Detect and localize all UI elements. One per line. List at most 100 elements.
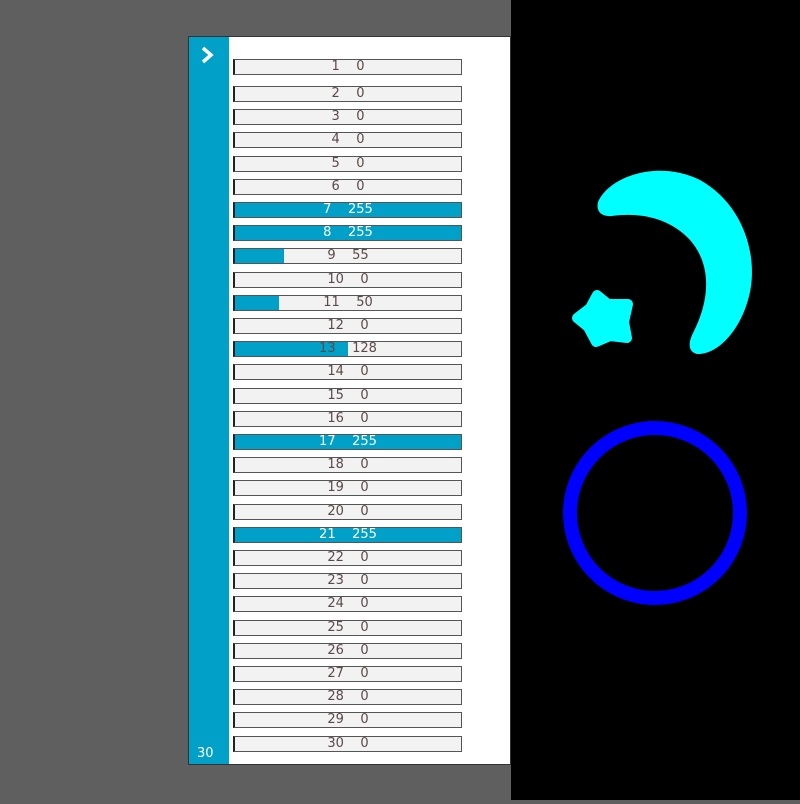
- channel-value: 0: [360, 689, 369, 705]
- channel-index: 7: [323, 202, 332, 217]
- channel-index: 21: [319, 526, 336, 542]
- channel-index: 5: [331, 155, 340, 171]
- channel-label: 4 0: [235, 133, 461, 147]
- channel-label: 15 0: [235, 388, 461, 403]
- channel-label: 14 0: [235, 365, 461, 379]
- channel-label: 12 0: [235, 319, 461, 333]
- channel-row[interactable]: 13 128: [233, 341, 462, 358]
- channel-row[interactable]: 28 0: [233, 689, 462, 706]
- channel-row[interactable]: 24 0: [233, 596, 462, 613]
- channel-value: 0: [360, 642, 369, 658]
- channel-value: 128: [352, 341, 377, 357]
- channel-label: 27 0: [235, 667, 461, 681]
- channel-label: 29 0: [235, 713, 461, 727]
- channel-label: 10 0: [235, 271, 461, 287]
- channel-row[interactable]: 18 0: [233, 457, 462, 474]
- channel-index: 1: [331, 59, 340, 74]
- channel-label: 22 0: [235, 551, 461, 565]
- row-count: 30: [197, 746, 214, 761]
- channel-row[interactable]: 7 255: [233, 202, 462, 218]
- channel-row[interactable]: 14 0: [233, 364, 462, 381]
- channel-row[interactable]: 29 0: [233, 712, 462, 729]
- channel-label: 26 0: [235, 642, 461, 658]
- channel-row[interactable]: 26 0: [233, 642, 462, 659]
- channel-index: 4: [331, 132, 340, 148]
- channel-index: 24: [327, 596, 344, 612]
- channel-row[interactable]: 8 255: [233, 225, 462, 242]
- channel-index: 22: [327, 550, 344, 565]
- channel-label: 19 0: [235, 481, 461, 495]
- channel-value: 0: [360, 550, 369, 565]
- channel-index: 30: [327, 735, 344, 751]
- channel-row[interactable]: 21 255: [233, 526, 462, 543]
- channel-row[interactable]: 10 0: [233, 271, 462, 288]
- channel-label: 5 0: [235, 155, 461, 171]
- channel-label: 30 0: [235, 735, 461, 751]
- channel-label: 20 0: [235, 503, 461, 519]
- star-shape: [572, 290, 633, 347]
- channel-row[interactable]: 12 0: [233, 318, 462, 334]
- channel-row[interactable]: 11 50: [233, 294, 462, 311]
- channel-value: 0: [356, 109, 365, 125]
- channel-label: 9 55: [235, 249, 461, 263]
- channel-value: 0: [360, 503, 369, 519]
- channel-value: 0: [356, 132, 365, 148]
- channel-index: 14: [327, 364, 344, 380]
- channel-row[interactable]: 1 0: [233, 59, 462, 75]
- channel-label: 7 255: [235, 203, 461, 217]
- channel-value: 50: [356, 294, 373, 310]
- channel-index: 29: [327, 712, 344, 728]
- channel-row[interactable]: 6 0: [233, 178, 462, 195]
- channel-row[interactable]: 17 255: [233, 434, 462, 450]
- channel-value: 0: [360, 712, 369, 728]
- channel-value: 0: [360, 573, 369, 589]
- channel-row[interactable]: 23 0: [233, 573, 462, 590]
- channel-level-fill: [235, 249, 284, 264]
- channel-index: 13: [319, 341, 336, 357]
- crescent-shape: [597, 170, 752, 355]
- channel-index: 2: [331, 86, 340, 101]
- channel-index: 19: [327, 480, 344, 496]
- channel-row[interactable]: 25 0: [233, 619, 462, 636]
- channel-row[interactable]: 19 0: [233, 480, 462, 497]
- channel-value: 0: [360, 596, 369, 612]
- channel-value: 0: [360, 271, 369, 287]
- channel-value: 0: [360, 480, 369, 496]
- channel-index: 12: [327, 318, 344, 333]
- channel-level-fill: [235, 435, 461, 449]
- expand-toggle-button[interactable]: [195, 43, 219, 67]
- channel-label: 2 0: [235, 87, 461, 101]
- channel-index: 11: [323, 294, 340, 310]
- channel-row[interactable]: 16 0: [233, 410, 462, 427]
- channel-index: 6: [331, 178, 340, 194]
- channel-value: 255: [352, 434, 377, 449]
- channel-label: 11 50: [235, 294, 461, 310]
- channel-index: 18: [327, 457, 344, 473]
- channel-row[interactable]: 4 0: [233, 132, 462, 149]
- channel-index: 3: [331, 109, 340, 125]
- channel-index: 20: [327, 503, 344, 519]
- channel-row[interactable]: 3 0: [233, 109, 462, 126]
- channel-level-fill: [235, 203, 461, 217]
- channel-row[interactable]: 20 0: [233, 503, 462, 520]
- channel-row[interactable]: 15 0: [233, 387, 462, 404]
- channel-row[interactable]: 2 0: [233, 86, 462, 102]
- channel-value: 0: [360, 457, 369, 473]
- channel-value: 0: [360, 735, 369, 751]
- channel-level-fill: [235, 226, 461, 241]
- channel-row[interactable]: 9 55: [233, 248, 462, 265]
- channel-index: 17: [319, 434, 336, 449]
- channel-value: 0: [356, 178, 365, 194]
- channel-level-fill: [235, 295, 280, 310]
- channel-value: 0: [360, 619, 369, 635]
- channel-row[interactable]: 22 0: [233, 550, 462, 566]
- channel-value: 0: [356, 59, 365, 74]
- channel-label: 3 0: [235, 110, 461, 124]
- channel-label: 13 128: [235, 342, 461, 356]
- channel-row[interactable]: 30 0: [233, 735, 462, 752]
- channel-index: 23: [327, 573, 344, 589]
- channel-value: 255: [352, 526, 377, 542]
- channel-row[interactable]: 27 0: [233, 666, 462, 682]
- channel-row[interactable]: 5 0: [233, 155, 462, 172]
